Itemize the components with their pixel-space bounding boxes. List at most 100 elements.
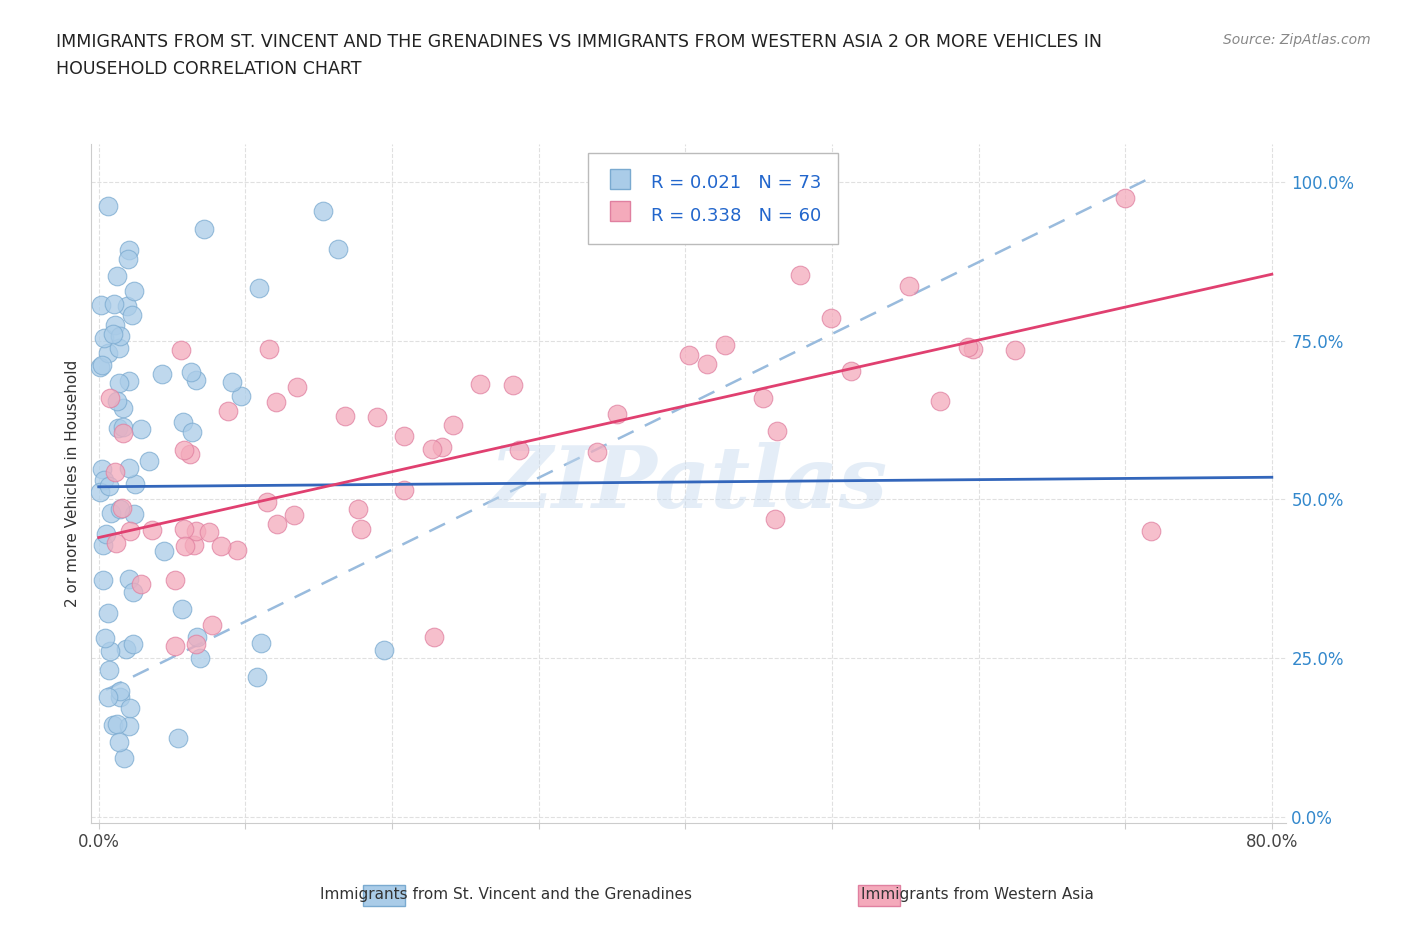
Point — [104, 536, 127, 551]
Point — [124, 507, 146, 522]
Point — [100, 644, 122, 658]
Point — [898, 279, 921, 294]
Point — [104, 318, 127, 333]
Text: ZIPatlas: ZIPatlas — [489, 442, 889, 525]
Point — [1140, 524, 1163, 538]
Point — [392, 428, 415, 443]
Point — [209, 538, 232, 553]
Point — [108, 684, 131, 698]
Point — [180, 365, 202, 379]
Point — [98, 391, 121, 405]
Point — [678, 348, 700, 363]
Point — [97, 689, 120, 704]
Point — [420, 442, 443, 457]
Point — [962, 342, 984, 357]
Point — [180, 424, 202, 439]
Point — [606, 406, 628, 421]
Point — [256, 494, 278, 509]
Point — [766, 423, 789, 438]
Point — [93, 330, 115, 345]
Point — [333, 408, 356, 423]
Point — [124, 477, 146, 492]
Text: HOUSEHOLD CORRELATION CHART: HOUSEHOLD CORRELATION CHART — [56, 60, 361, 78]
Point — [138, 454, 160, 469]
Point — [285, 379, 308, 394]
Point — [111, 419, 134, 434]
Point — [166, 731, 188, 746]
Point — [956, 339, 979, 354]
Point — [108, 502, 131, 517]
Point — [90, 357, 112, 372]
Point — [1004, 342, 1026, 357]
Point — [696, 356, 718, 371]
Point — [100, 505, 122, 520]
Point — [246, 670, 269, 684]
Point — [184, 637, 207, 652]
Point — [94, 631, 117, 645]
Point — [183, 538, 205, 552]
Point — [108, 690, 131, 705]
Text: IMMIGRANTS FROM ST. VINCENT AND THE GRENADINES VS IMMIGRANTS FROM WESTERN ASIA 2: IMMIGRANTS FROM ST. VINCENT AND THE GREN… — [56, 33, 1102, 50]
Point — [217, 404, 239, 418]
Point — [111, 401, 134, 416]
Point — [122, 585, 145, 600]
Point — [188, 651, 211, 666]
Point — [165, 573, 187, 588]
Point — [103, 718, 125, 733]
Text: Immigrants from St. Vincent and the Grenadines: Immigrants from St. Vincent and the Gren… — [321, 887, 692, 902]
Point — [121, 308, 143, 323]
Point — [107, 340, 129, 355]
Point — [89, 485, 111, 499]
Point — [328, 242, 350, 257]
Point — [118, 460, 141, 475]
Point — [122, 283, 145, 298]
Point — [104, 464, 127, 479]
Point — [97, 199, 120, 214]
Point — [105, 269, 128, 284]
Point — [229, 389, 252, 404]
Point — [392, 483, 415, 498]
Point — [373, 643, 395, 658]
Point — [97, 605, 120, 620]
Text: Source: ZipAtlas.com: Source: ZipAtlas.com — [1223, 33, 1371, 46]
Point — [173, 538, 195, 553]
Point — [105, 717, 128, 732]
Point — [839, 364, 862, 379]
Point — [283, 507, 305, 522]
Point — [266, 394, 288, 409]
Point — [108, 735, 131, 750]
Point — [266, 516, 288, 531]
Point — [118, 701, 141, 716]
Point — [111, 500, 134, 515]
Point — [186, 524, 208, 538]
Point — [129, 577, 152, 591]
Point — [170, 602, 193, 617]
Legend: R = 0.021   N = 73, R = 0.338   N = 60: R = 0.021 N = 73, R = 0.338 N = 60 — [588, 153, 838, 244]
Point — [789, 267, 811, 282]
Point — [118, 571, 141, 586]
Point — [118, 374, 141, 389]
Point — [430, 440, 453, 455]
Point — [226, 542, 249, 557]
Point — [120, 524, 142, 538]
Point — [93, 472, 115, 487]
Point — [91, 538, 114, 552]
Point — [107, 421, 129, 436]
Point — [112, 751, 135, 765]
Point — [105, 393, 128, 408]
Point — [115, 642, 138, 657]
Point — [117, 243, 139, 258]
Point — [89, 360, 111, 375]
Point — [312, 204, 335, 219]
Point — [122, 636, 145, 651]
Point — [193, 221, 215, 236]
Point — [98, 478, 121, 493]
Point — [198, 525, 221, 539]
Point — [98, 662, 121, 677]
Point — [366, 410, 388, 425]
Point — [929, 393, 952, 408]
Point — [118, 718, 141, 733]
Y-axis label: 2 or more Vehicles in Household: 2 or more Vehicles in Household — [65, 360, 80, 607]
Point — [94, 526, 117, 541]
Point — [172, 415, 194, 430]
